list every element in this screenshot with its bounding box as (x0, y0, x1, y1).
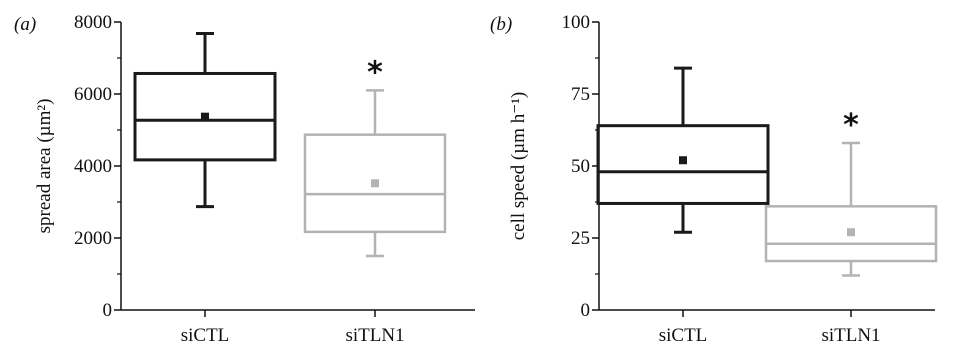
y-tick-label: 8000 (74, 12, 112, 33)
y-axis-label: spread area (µm²) (34, 99, 55, 234)
x-tick-label: siTLN1 (345, 325, 404, 346)
y-tick-label: 50 (571, 156, 590, 177)
box-iqr (764, 205, 938, 263)
box-siTLN1: * (764, 108, 938, 277)
box-siTLN1: * (303, 55, 447, 258)
y-tick-label: 0 (103, 300, 113, 321)
mean-marker (371, 179, 379, 188)
panel-label: (b) (490, 14, 512, 35)
mean-marker (201, 112, 209, 121)
box-iqr (303, 133, 447, 234)
x-tick-label: siTLN1 (821, 325, 880, 346)
box-siCTL (596, 66, 770, 234)
x-tick-label: siCTL (181, 325, 230, 346)
panel-a: 0 2000 4000 6000 8000 (a) spread area (µm²) siC… (14, 12, 475, 346)
panel-b: 0 25 50 75 100 (b) cell speed (µm h⁻¹) siCTL * si… (490, 12, 938, 346)
y-tick-label: 100 (562, 12, 591, 33)
box-iqr (596, 124, 770, 205)
y-tick-label: 6000 (74, 84, 112, 105)
y-axis-label: cell speed (µm h⁻¹) (508, 92, 529, 241)
box-siCTL (133, 32, 277, 209)
panel-label: (a) (14, 14, 36, 35)
y-tick-label: 2000 (74, 228, 112, 249)
x-tick-label: siCTL (659, 325, 708, 346)
mean-marker (679, 156, 687, 165)
y-tick-label: 25 (571, 228, 590, 249)
mean-marker (847, 228, 855, 237)
y-tick-label: 0 (581, 300, 591, 321)
significance-asterisk: * (843, 108, 859, 143)
y-tick-label: 75 (571, 84, 590, 105)
y-tick-label: 4000 (74, 156, 112, 177)
box-iqr (133, 71, 277, 162)
significance-asterisk: * (367, 55, 383, 90)
